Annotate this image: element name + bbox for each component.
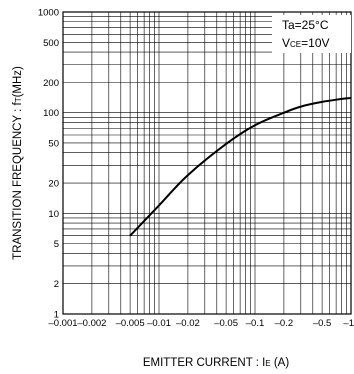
- x-tick-label: –0.05: [214, 318, 238, 329]
- y-tick-label: 2: [54, 279, 59, 290]
- y-tick-label: 1000: [38, 8, 59, 19]
- x-tick-label: –0.2: [275, 318, 294, 329]
- x-tick-label: –0.001: [48, 318, 77, 329]
- grid: [63, 12, 351, 314]
- y-tick-label: 50: [48, 138, 59, 149]
- plot-frame: [62, 11, 352, 315]
- annotation-box: Ta=25°C VCE=10V: [272, 15, 351, 53]
- x-tick-label: –0.01: [147, 318, 171, 329]
- y-axis-label: TRANSITION FREQUENCY : fT(MHz): [12, 66, 24, 260]
- y-tick-label: 100: [43, 108, 59, 119]
- y-tick-label: 20: [48, 179, 59, 190]
- x-tick-labels: –0.001 –0.002 –0.005 –0.01 –0.02 –0.05 –0.1 –0.…: [48, 318, 354, 329]
- x-tick-label: –0.02: [176, 318, 200, 329]
- y-tick-label: 200: [43, 78, 59, 89]
- annotation-voltage: VCE=10V: [282, 36, 330, 50]
- y-tick-label: 5: [54, 239, 59, 250]
- x-tick-label: –0.005: [116, 318, 145, 329]
- y-tick-label: 10: [48, 209, 59, 220]
- y-tick-labels: 1 2 5 10 20 50 100 200 500 1000: [38, 8, 59, 321]
- series-line: [129, 97, 352, 237]
- x-tick-label: –1: [343, 318, 354, 329]
- y-tick-label: 1: [54, 310, 59, 321]
- y-tick-label: 500: [43, 38, 59, 49]
- x-tick-label: –0.002: [77, 318, 106, 329]
- x-axis-label: EMITTER CURRENT : IE (A): [143, 357, 290, 369]
- x-tick-label: –0.5: [313, 318, 332, 329]
- x-tick-label: –0.1: [246, 318, 265, 329]
- annotation-temperature: Ta=25°C: [282, 18, 329, 32]
